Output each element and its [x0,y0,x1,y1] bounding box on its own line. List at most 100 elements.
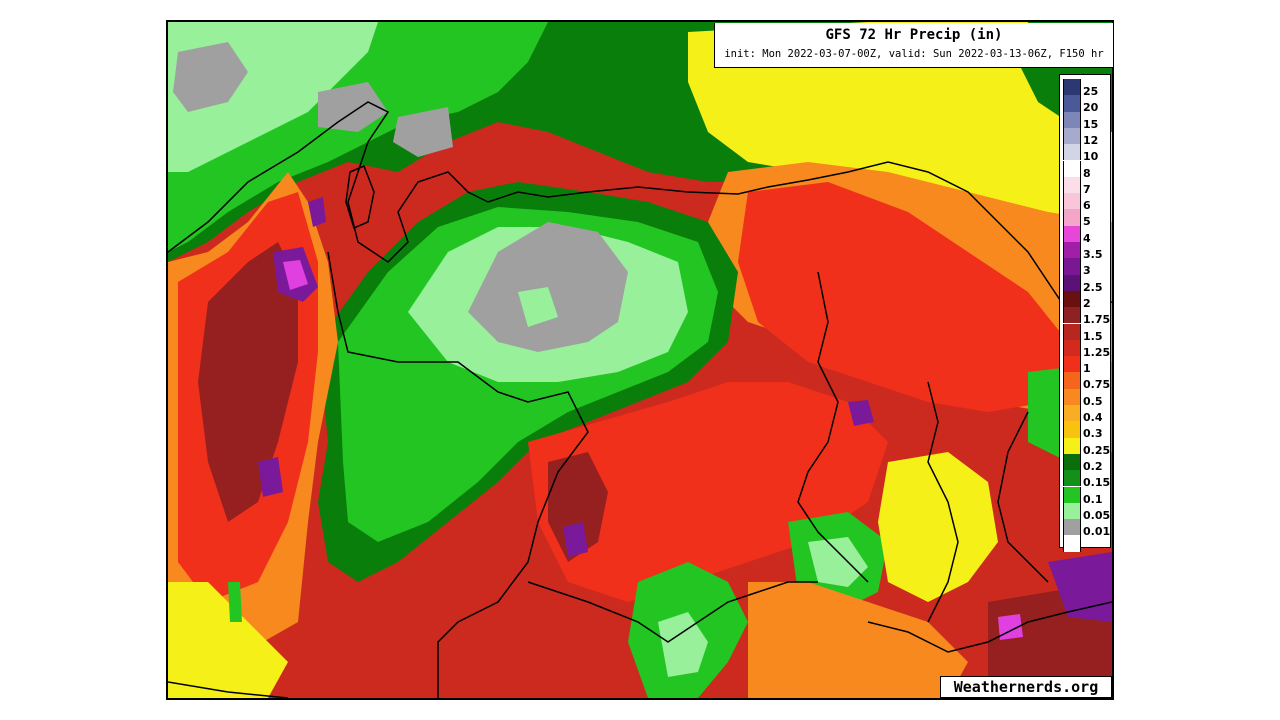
border-suriname-guiana [997,411,1049,583]
legend-entry: 0.4 [1060,405,1112,424]
legend-label: 0.1 [1083,492,1103,506]
contour-south-lightgreen [658,612,708,677]
legend-label: 1.25 [1083,345,1111,359]
border-guyana-suriname [927,381,959,623]
legend-label: 7 [1083,182,1091,196]
contour-west-purple-2 [258,457,283,497]
legend-entry: 2 [1060,290,1112,310]
legend-swatch [1063,290,1081,308]
legend-entry: 20 [1060,95,1112,115]
map-title-box: GFS 72 Hr Precip (in) init: Mon 2022-03-… [714,23,1113,68]
legend-swatch [1063,388,1081,405]
legend-label: 20 [1083,101,1099,115]
legend-entry: 4 [1060,225,1112,245]
legend-label: 10 [1083,150,1099,164]
legend-swatch [1063,486,1081,503]
legend-swatch [1063,502,1081,520]
color-legend: 25 20 15 12 10 8 7 6 5 4 3.5 3 2.5 2 1.75 1.5 1.25 1 0.75 0… [1059,74,1112,552]
legend-entry: 0.1 [1060,486,1112,506]
legend-entry: 0.01 [1060,519,1112,538]
contour-se-lightgreen [808,537,868,587]
legend-entry: 0.5 [1060,388,1112,408]
legend-swatch [1063,127,1081,145]
contour-se-orange [748,582,968,698]
legend-entry: 0.05 [1060,502,1112,522]
border-south [867,601,1112,653]
contour-sw-green [228,582,242,622]
legend-label: 0.75 [1083,378,1111,392]
legend-label: 8 [1083,166,1091,180]
legend-swatch [1063,95,1081,112]
legend-swatch [1063,307,1081,324]
legend-label: 0.05 [1083,508,1111,522]
legend-label: 2.5 [1083,280,1103,294]
legend-entry: 1 [1060,356,1112,376]
legend-label: 25 [1083,85,1099,98]
contour-se-yellow [878,452,998,602]
legend-swatch [1063,258,1081,275]
legend-entry: 2.5 [1060,274,1112,294]
legend-label: 4 [1083,231,1091,245]
contour-nw-gray-2 [318,82,388,132]
contour-se-purple [1048,552,1112,622]
legend-swatch [1063,160,1081,177]
lake-maracaibo [345,165,375,230]
legend-swatch [1063,274,1081,291]
legend-swatch [1063,242,1081,259]
legend-swatch [1063,535,1081,552]
contour-guyana-purple [848,400,874,426]
map-title: GFS 72 Hr Precip (in) [825,27,1003,43]
legend-entry: 3 [1060,258,1112,278]
contour-central-lightgreen-patch [518,287,558,327]
legend-swatch [1063,405,1081,422]
map-subtitle: init: Mon 2022-03-07-00Z, valid: Sun 202… [724,48,1104,60]
legend-entry: 6 [1060,193,1112,213]
legend-swatch [1063,470,1081,487]
legend-label: 0.5 [1083,394,1103,408]
legend-swatch [1063,437,1081,454]
legend-entry: 0.25 [1060,437,1112,456]
legend-label: 3.5 [1083,248,1103,261]
legend-label: 2 [1083,296,1091,310]
legend-swatch [1063,176,1081,194]
contour-sw-yellow [168,582,288,698]
precip-map [166,20,1114,700]
border-venezuela-guyana [797,271,869,583]
legend-label: 3 [1083,264,1091,278]
legend-swatch [1063,453,1081,471]
watermark: Weathernerds.org [940,676,1112,698]
contour-nw-gray [173,42,248,112]
legend-entry: 0.3 [1060,421,1112,441]
legend-swatch [1063,519,1081,536]
legend-label: 1 [1083,362,1091,376]
legend-entry: 0.15 [1060,470,1112,490]
legend-entry: 0.2 [1060,453,1112,473]
legend-entry: 15 [1060,111,1112,131]
contour-south-red [528,382,888,602]
legend-label: 0.4 [1083,411,1103,424]
legend-swatch [1063,193,1081,210]
legend-entry: 1.5 [1060,323,1112,342]
legend-swatch [1063,421,1081,438]
legend-label: 0.15 [1083,476,1111,490]
legend-swatch [1063,356,1081,373]
legend-entry: 1.25 [1060,339,1112,359]
legend-label: 0.2 [1083,459,1103,473]
legend-entry: 5 [1060,209,1112,228]
border-venezuela-brazil [527,581,818,643]
precip-contours [168,22,1112,698]
legend-label: 15 [1083,117,1099,131]
contour-south-darkred [548,452,608,562]
legend-swatch [1063,372,1081,389]
legend-label: 6 [1083,199,1091,213]
legend-label: 0.3 [1083,427,1103,441]
contour-west-darkred [198,242,298,522]
contour-west-magenta [283,260,308,290]
legend-swatch [1063,111,1081,128]
contour-south-purple [563,522,588,557]
legend-entry: 0.75 [1060,372,1112,392]
legend-swatch [1063,323,1081,340]
contour-nw-purple [308,197,326,227]
legend-label: 12 [1083,133,1099,147]
coastline-caribbean [168,101,1112,313]
